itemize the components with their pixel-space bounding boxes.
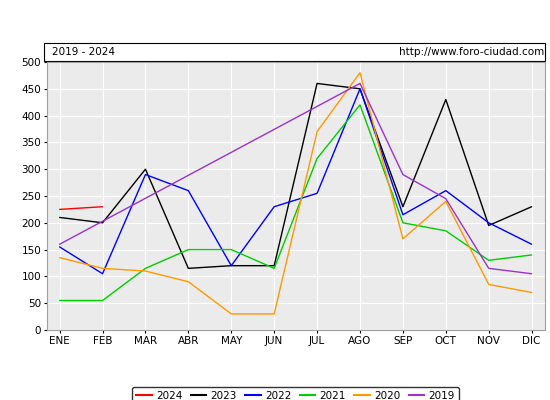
Text: http://www.foro-ciudad.com: http://www.foro-ciudad.com (399, 47, 544, 57)
Text: 2019 - 2024: 2019 - 2024 (52, 47, 116, 57)
Text: Evolucion Nº Turistas Nacionales en el municipio de Ayódar: Evolucion Nº Turistas Nacionales en el m… (69, 14, 481, 28)
FancyBboxPatch shape (44, 43, 544, 61)
Legend: 2024, 2023, 2022, 2021, 2020, 2019: 2024, 2023, 2022, 2021, 2020, 2019 (132, 387, 459, 400)
